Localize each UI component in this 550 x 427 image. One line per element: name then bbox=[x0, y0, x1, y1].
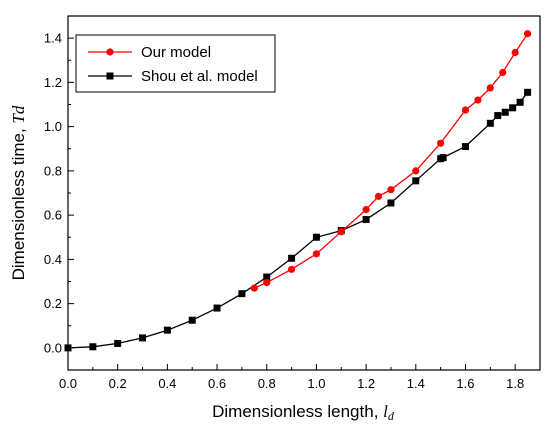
series-layer bbox=[64, 30, 532, 352]
data-point-our-model bbox=[362, 205, 370, 214]
data-point-shou-et-al-model bbox=[486, 119, 494, 127]
legend-marker-shou-model bbox=[106, 72, 114, 80]
x-tick-label: 1.4 bbox=[407, 376, 425, 391]
data-point-our-model bbox=[461, 106, 470, 114]
x-tick-label: 0.6 bbox=[208, 376, 226, 391]
x-tick-label: 1.6 bbox=[456, 376, 474, 391]
data-point-our-model bbox=[250, 284, 258, 292]
x-axis-title: Dimensionless length, ld bbox=[212, 402, 395, 423]
data-point-shou-et-al-model bbox=[213, 304, 221, 312]
data-point-our-model bbox=[287, 265, 296, 273]
data-point-shou-et-al-model bbox=[524, 88, 532, 96]
x-tick-label: 0.4 bbox=[158, 376, 176, 391]
data-point-shou-et-al-model bbox=[163, 326, 171, 334]
x-tick-label: 0.2 bbox=[109, 376, 127, 391]
x-tick-label: 1.2 bbox=[357, 376, 375, 391]
data-point-our-model bbox=[337, 228, 345, 236]
legend-marker-our-model bbox=[106, 48, 114, 56]
data-point-our-model bbox=[437, 139, 445, 147]
data-point-shou-et-al-model bbox=[263, 273, 271, 281]
data-point-shou-et-al-model bbox=[362, 216, 370, 224]
data-point-shou-et-al-model bbox=[461, 143, 469, 151]
data-point-shou-et-al-model bbox=[494, 112, 502, 120]
x-axis-title-symbol: l bbox=[383, 402, 388, 421]
data-point-shou-et-al-model bbox=[89, 343, 97, 351]
data-point-shou-et-al-model bbox=[139, 334, 147, 342]
y-tick-label: 0.2 bbox=[44, 296, 62, 311]
data-point-shou-et-al-model bbox=[412, 177, 420, 185]
legend-label-shou-model: Shou et al. model bbox=[141, 68, 258, 85]
data-point-shou-et-al-model bbox=[188, 316, 196, 324]
y-axis-title-text: Dimensionless time, bbox=[9, 124, 28, 281]
data-point-our-model bbox=[263, 279, 271, 287]
series-shou-et-al-model bbox=[64, 88, 532, 352]
series-our-model bbox=[250, 30, 532, 292]
y-axis-title: Dimensionless time, Td bbox=[9, 105, 28, 280]
data-point-our-model bbox=[387, 186, 395, 194]
data-point-shou-et-al-model bbox=[238, 290, 246, 298]
data-point-shou-et-al-model bbox=[501, 108, 509, 116]
x-axis-ticks: 0.0 0.2 0.4 0.6 0.8 1.0 1.2 1.4 1.6 1.8 bbox=[59, 364, 524, 391]
legend-box bbox=[75, 34, 276, 93]
data-point-shou-et-al-model bbox=[114, 339, 122, 347]
y-tick-label: 1.0 bbox=[44, 119, 62, 134]
data-point-shou-et-al-model bbox=[312, 233, 320, 241]
x-tick-label: 0.0 bbox=[59, 376, 77, 391]
legend-label-our-model: Our model bbox=[141, 44, 211, 61]
y-axis-ticks: 0.0 0.2 0.4 0.6 0.8 1.0 1.2 1.4 bbox=[44, 31, 74, 355]
y-tick-label: 1.2 bbox=[44, 75, 62, 90]
y-tick-label: 0.6 bbox=[44, 208, 62, 223]
data-point-shou-et-al-model bbox=[64, 344, 72, 352]
data-point-our-model bbox=[412, 167, 420, 175]
y-axis-title-symbol: Td bbox=[9, 105, 28, 123]
data-point-our-model bbox=[312, 250, 321, 258]
y-tick-label: 0.4 bbox=[44, 252, 62, 267]
data-point-our-model bbox=[523, 30, 532, 38]
data-point-our-model bbox=[486, 84, 494, 92]
data-point-shou-et-al-model bbox=[516, 98, 524, 106]
legend: Our model Shou et al. model bbox=[75, 34, 276, 93]
x-axis-title-subscript: d bbox=[388, 409, 395, 423]
data-point-shou-et-al-model bbox=[288, 254, 296, 262]
x-axis-title-text: Dimensionless length, bbox=[212, 402, 383, 421]
data-point-shou-et-al-model bbox=[387, 199, 395, 207]
data-point-shou-et-al-model bbox=[509, 104, 517, 112]
data-point-our-model bbox=[474, 96, 482, 104]
y-tick-label: 1.4 bbox=[44, 31, 62, 46]
data-point-our-model bbox=[499, 68, 507, 77]
x-tick-label: 0.8 bbox=[258, 376, 276, 391]
x-tick-label: 1.8 bbox=[506, 376, 524, 391]
data-point-our-model bbox=[374, 192, 383, 200]
x-tick-label: 1.0 bbox=[307, 376, 325, 391]
y-tick-label: 0.8 bbox=[44, 163, 62, 178]
data-point-our-model bbox=[511, 48, 519, 57]
series-line-our-model bbox=[254, 33, 529, 289]
y-tick-label: 0.0 bbox=[44, 340, 62, 355]
data-point-shou-et-al-model bbox=[439, 154, 447, 162]
